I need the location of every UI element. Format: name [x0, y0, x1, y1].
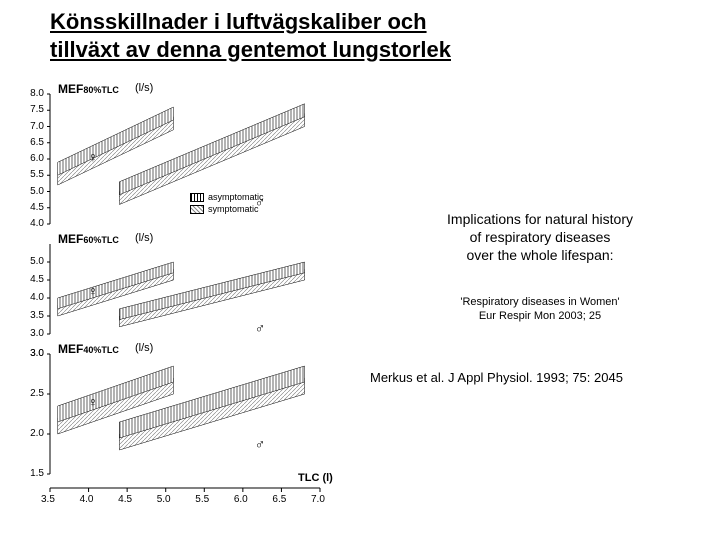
female-symbol: ♀: [88, 149, 99, 165]
implications-l2: of respiratory diseases: [470, 229, 611, 245]
implications-l1: Implications for natural history: [447, 211, 633, 227]
legend-label-asymptomatic: asymptomatic: [208, 192, 264, 202]
x-tick-label: 6.5: [272, 494, 286, 505]
male-symbol: ♂: [255, 436, 266, 452]
y-tick-label: 3.0: [22, 328, 44, 339]
female-symbol: ♀: [88, 283, 99, 299]
y-tick-label: 4.5: [22, 274, 44, 285]
x-tick-label: 5.5: [195, 494, 209, 505]
y-tick-label: 2.0: [22, 428, 44, 439]
monograph-l1: 'Respiratory diseases in Women': [460, 296, 619, 308]
x-tick-label: 7.0: [311, 494, 325, 505]
y-tick-label: 2.5: [22, 388, 44, 399]
y-tick-label: 3.0: [22, 348, 44, 359]
title-line-2: tillväxt av denna gentemot lungstorlek: [50, 37, 451, 62]
y-tick-label: 3.5: [22, 310, 44, 321]
legend: asymptomatic symptomatic: [190, 192, 264, 216]
female-symbol: ♀: [88, 394, 99, 410]
x-tick-label: 3.5: [41, 494, 55, 505]
x-tick-label: 6.0: [234, 494, 248, 505]
male-symbol: ♂: [255, 320, 266, 336]
x-tick-label: 4.0: [80, 494, 94, 505]
monograph-citation: 'Respiratory diseases in Women' Eur Resp…: [420, 295, 660, 324]
merkus-citation: Merkus et al. J Appl Physiol. 1993; 75: …: [370, 370, 710, 385]
y-tick-label: 4.0: [22, 218, 44, 229]
implications-text: Implications for natural history of resp…: [400, 210, 680, 265]
legend-label-symptomatic: symptomatic: [208, 204, 259, 214]
y-tick-label: 8.0: [22, 88, 44, 99]
y-tick-label: 5.5: [22, 169, 44, 180]
x-tick-label: 5.0: [157, 494, 171, 505]
x-tick-label: 4.5: [118, 494, 132, 505]
y-tick-label: 4.0: [22, 292, 44, 303]
monograph-l2: Eur Respir Mon 2003; 25: [479, 310, 601, 322]
implications-l3: over the whole lifespan:: [466, 247, 613, 263]
panel-units: (l/s): [135, 82, 153, 94]
panel-units: (l/s): [135, 232, 153, 244]
x-axis-label: TLC (l): [298, 472, 333, 484]
y-tick-label: 6.0: [22, 153, 44, 164]
panel-title: MEF80%TLC: [58, 82, 119, 96]
y-tick-label: 5.0: [22, 186, 44, 197]
y-tick-label: 7.0: [22, 121, 44, 132]
legend-swatch-asymptomatic: [190, 193, 204, 202]
y-tick-label: 7.5: [22, 104, 44, 115]
y-tick-label: 4.5: [22, 202, 44, 213]
legend-swatch-symptomatic: [190, 205, 204, 214]
panel-title: MEF40%TLC: [58, 342, 119, 356]
y-tick-label: 1.5: [22, 468, 44, 479]
chart-area: 8.0 7.5 7.0 6.5 6.0 5.5 5.0 4.5 4.0 MEF80%TLC (l/s…: [20, 80, 360, 530]
y-tick-label: 5.0: [22, 256, 44, 267]
slide-title: Könsskillnader i luftvägskaliber och til…: [50, 8, 670, 63]
y-tick-label: 6.5: [22, 137, 44, 148]
chart-overlay: 8.0 7.5 7.0 6.5 6.0 5.5 5.0 4.5 4.0 MEF80%TLC (l/s…: [20, 80, 360, 530]
panel-title: MEF60%TLC: [58, 232, 119, 246]
panel-units: (l/s): [135, 342, 153, 354]
citation-text: Merkus et al. J Appl Physiol. 1993; 75: …: [370, 370, 623, 385]
title-line-1: Könsskillnader i luftvägskaliber och: [50, 9, 427, 34]
